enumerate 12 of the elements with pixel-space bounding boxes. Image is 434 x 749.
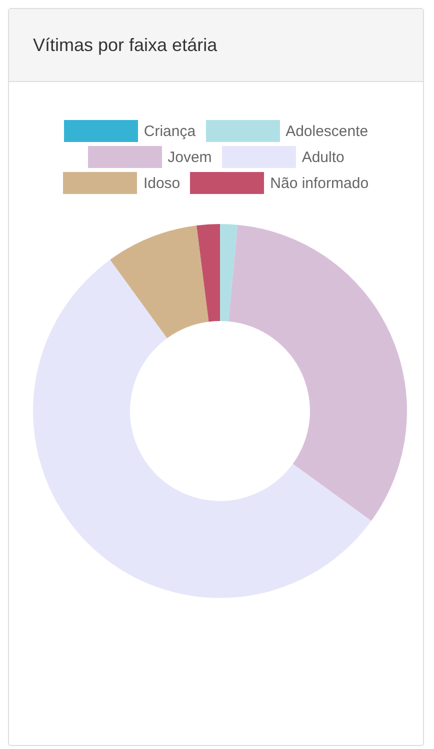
legend-label: Não informado bbox=[270, 174, 369, 192]
legend-label: Adolescente bbox=[286, 122, 368, 140]
legend-label: Idoso bbox=[143, 174, 180, 192]
donut-slice bbox=[220, 224, 238, 322]
legend-label: Criança bbox=[144, 122, 196, 140]
donut-slice bbox=[33, 260, 372, 598]
legend-label: Jovem bbox=[168, 148, 212, 166]
chart-title: Vítimas por faixa etária bbox=[9, 9, 423, 82]
donut-slice bbox=[196, 224, 220, 322]
legend-label: Adulto bbox=[302, 148, 344, 166]
donut-slice bbox=[228, 224, 407, 521]
donut-slice bbox=[110, 225, 209, 338]
